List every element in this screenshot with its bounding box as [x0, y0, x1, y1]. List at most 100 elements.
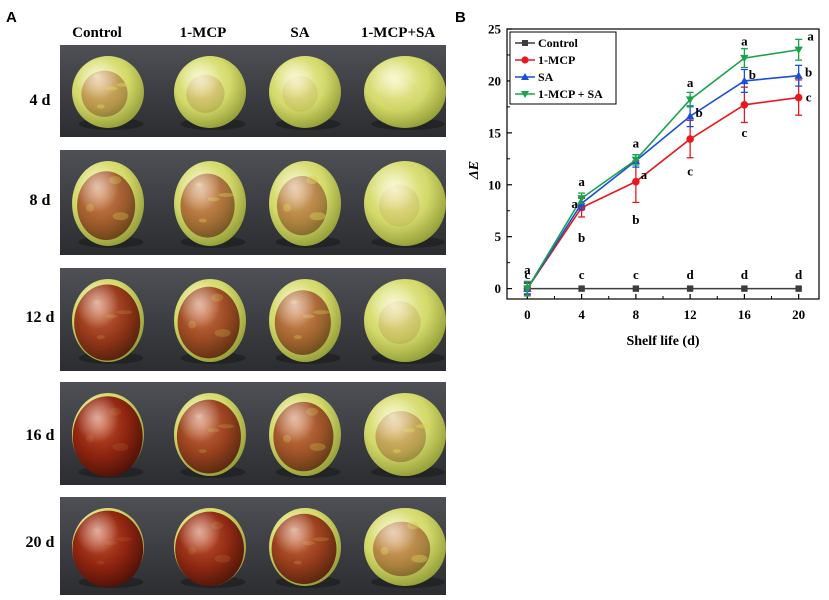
jujube-fruit	[72, 508, 144, 588]
photo-row	[60, 150, 446, 255]
series-1-mcp-sa	[523, 38, 803, 297]
data-point	[523, 285, 532, 293]
fruit-highlight	[72, 279, 144, 362]
jujube-fruit	[72, 393, 144, 478]
photo-row	[60, 497, 446, 595]
data-point	[794, 93, 803, 102]
data-point	[632, 285, 640, 292]
significance-letter: d	[687, 267, 695, 282]
column-header-1mcp: 1-MCP	[180, 25, 227, 41]
y-tick-label: 15	[488, 125, 502, 140]
y-tick-label: 10	[488, 177, 501, 192]
legend: Control 1-MCP SA 1-MCP + SA	[509, 31, 617, 105]
y-tick-label: 0	[495, 281, 502, 296]
data-point	[795, 285, 802, 292]
jujube-fruit	[269, 279, 341, 364]
x-axis-title: Shelf life (d)	[626, 334, 699, 349]
fruit-highlight	[174, 56, 246, 128]
x-axis: 0 4 8 12 16 20	[524, 294, 805, 322]
data-point	[522, 40, 528, 46]
row-label-12d: 12 d	[26, 309, 55, 326]
x-tick-label: 4	[578, 307, 585, 322]
data-point	[740, 76, 749, 85]
fruit-highlight	[174, 508, 246, 586]
row-label-16d: 16 d	[26, 427, 55, 444]
data-point	[577, 195, 586, 203]
significance-letter: a	[641, 167, 648, 182]
significance-letter: c	[633, 267, 639, 282]
significance-letter: d	[741, 267, 749, 282]
column-headers: Control 1-MCP SA 1-MCP+SA	[72, 25, 435, 41]
legend-label: Control	[538, 36, 578, 50]
photo-row	[60, 45, 446, 137]
significance-letter: a	[578, 174, 585, 189]
fruit-highlight	[174, 393, 246, 476]
jujube-fruit	[174, 508, 246, 588]
x-tick-label: 12	[684, 307, 697, 322]
significance-letter: a	[741, 34, 748, 49]
panel-b-letter: B	[455, 9, 466, 26]
significance-letter: a	[687, 75, 694, 90]
significance-letter: c	[742, 125, 748, 140]
data-point	[741, 285, 748, 292]
significance-letter: c	[687, 164, 693, 179]
data-point	[632, 177, 640, 186]
fruit-highlight	[72, 393, 144, 476]
y-tick-label: 5	[495, 229, 502, 244]
fruit-highlight	[269, 56, 341, 128]
jujube-fruit	[364, 508, 446, 588]
photo-row	[60, 382, 446, 485]
jujube-fruit	[269, 56, 341, 130]
series-1-mcp	[523, 79, 803, 296]
series-line	[526, 48, 799, 290]
row-label-20d: 20 d	[26, 534, 55, 551]
jujube-fruit	[72, 279, 144, 364]
jujube-fruit	[174, 279, 246, 364]
data-point	[685, 96, 695, 104]
significance-letter: c	[579, 267, 585, 282]
legend-label: 1-MCP	[538, 53, 575, 67]
jujube-fruit	[269, 161, 341, 248]
data-point	[794, 71, 803, 79]
legend-item: SA	[515, 70, 554, 84]
y-tick-label: 25	[488, 22, 502, 37]
legend-label: 1-MCP + SA	[538, 87, 603, 101]
photo-panel: Control 1-MCP SA 1-MCP+SA 4 d 8 d 12 d 1…	[26, 25, 446, 595]
jujube-fruit	[364, 56, 446, 130]
y-axis: 0 5 10 15 20 25	[488, 22, 512, 296]
fruit-highlight	[174, 279, 246, 362]
x-tick-label: 20	[792, 307, 805, 322]
significance-letter: a	[524, 262, 531, 277]
data-point	[740, 101, 749, 109]
significance-letter: c	[806, 90, 812, 105]
panel-a-letter: A	[6, 9, 17, 26]
jujube-fruit	[72, 161, 144, 248]
data-point	[631, 156, 641, 165]
x-tick-label: 8	[633, 307, 640, 322]
fruit-highlight	[72, 56, 144, 128]
data-point	[686, 285, 694, 292]
fruit-highlight	[269, 161, 341, 246]
significance-letter: a	[633, 135, 640, 150]
row-label-4d: 4 d	[30, 92, 51, 109]
x-tick-label: 0	[524, 307, 531, 322]
column-header-sa: SA	[290, 25, 309, 41]
fruit-highlight	[72, 508, 144, 586]
jujube-fruit	[72, 56, 144, 130]
jujube-fruit	[174, 393, 246, 478]
series-line	[526, 74, 799, 290]
fruit-highlight	[364, 56, 446, 128]
fruit-highlight	[364, 279, 446, 362]
column-header-1mcp-sa: 1-MCP+SA	[361, 25, 436, 41]
fruit-highlight	[174, 161, 246, 246]
significance-letter: d	[795, 267, 803, 282]
data-point	[740, 54, 749, 63]
y-tick-label: 20	[488, 73, 501, 88]
legend-item: Control	[515, 36, 578, 50]
row-labels: 4 d 8 d 12 d 16 d 20 d	[26, 92, 55, 551]
series-line	[526, 96, 799, 290]
data-point	[794, 46, 803, 54]
